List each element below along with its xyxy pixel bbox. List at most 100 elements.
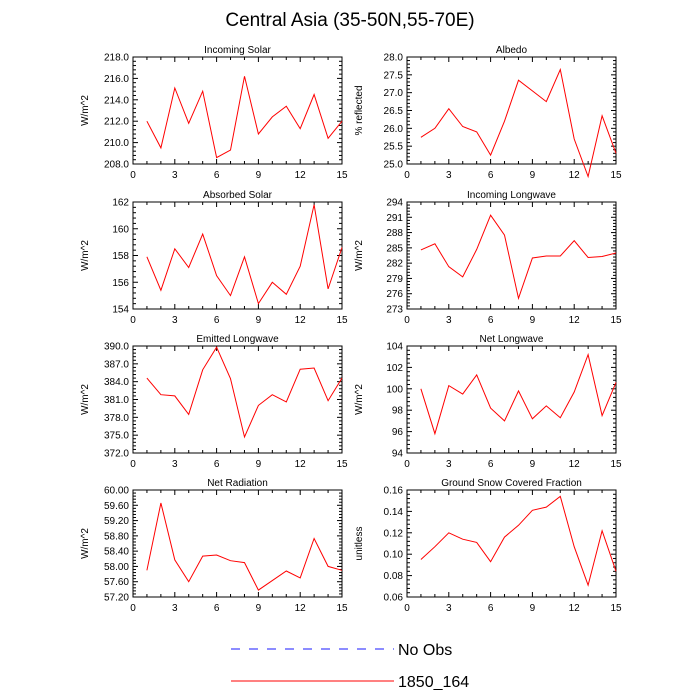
legend-label-2: 1850_164 <box>398 674 469 691</box>
x-tick-label: 0 <box>130 459 136 470</box>
panel-4: Incoming Longwave W/m^2 0 3 6 9 12 15 273 276 279 2… <box>354 190 622 326</box>
x-tick-label: 3 <box>446 315 452 326</box>
legend-label-1: No Obs <box>398 642 452 659</box>
plot-frame <box>406 345 617 454</box>
panel-5: Emitted Longwave W/m^2 0 3 6 9 12 15 372.0 375.0 3… <box>80 334 348 470</box>
y-tick-label: 279 <box>386 274 403 285</box>
y-tick-label: 0.10 <box>384 550 404 561</box>
y-tick-label: 372.0 <box>104 449 129 460</box>
y-tick-label: 276 <box>386 289 403 300</box>
y-tick-label: 27.5 <box>384 70 404 81</box>
y-tick-label: 25.5 <box>384 142 404 153</box>
x-tick-label: 9 <box>530 603 536 614</box>
y-tick-label: 58.00 <box>104 562 129 573</box>
y-tick-label: 154 <box>112 305 129 316</box>
x-tick-label: 6 <box>214 459 220 470</box>
y-tick-label: 59.20 <box>104 516 129 527</box>
x-tick-label: 9 <box>256 315 262 326</box>
y-axis-label: W/m^2 <box>354 240 365 271</box>
y-tick-label: 282 <box>386 259 403 270</box>
panel-2: Albedo % reflected 0 3 6 9 12 15 25.0 25.5 26.0 26.… <box>354 45 622 181</box>
series-line-1850_164 <box>146 346 343 439</box>
x-tick-label: 12 <box>569 170 581 181</box>
y-tick-label: 94 <box>392 449 404 460</box>
y-tick-label: 96 <box>392 427 404 438</box>
x-tick-label: 6 <box>488 315 494 326</box>
x-tick-label: 6 <box>214 315 220 326</box>
y-tick-label: 104 <box>386 342 403 353</box>
y-tick-label: 26.0 <box>384 124 404 135</box>
y-tick-label: 378.0 <box>104 413 129 424</box>
y-tick-label: 0.14 <box>384 507 404 518</box>
y-tick-label: 218.0 <box>104 53 129 64</box>
x-tick-label: 15 <box>336 459 348 470</box>
series-line-1850_164 <box>146 204 343 305</box>
x-tick-label: 9 <box>530 170 536 181</box>
x-tick-label: 0 <box>404 603 410 614</box>
x-tick-label: 6 <box>214 603 220 614</box>
y-tick-label: 285 <box>386 243 403 254</box>
y-axis-label: W/m^2 <box>354 384 365 415</box>
x-tick-label: 0 <box>130 315 136 326</box>
y-tick-label: 208.0 <box>104 160 129 171</box>
plot-frame <box>406 56 617 165</box>
y-tick-label: 0.08 <box>384 571 404 582</box>
panel-7: Net Radiation W/m^2 0 3 6 9 12 15 57.20 57.60 58.0… <box>80 478 348 614</box>
y-tick-label: 59.60 <box>104 501 129 512</box>
x-tick-label: 0 <box>404 315 410 326</box>
y-tick-label: 26.5 <box>384 106 404 117</box>
y-tick-label: 212.0 <box>104 117 129 128</box>
x-tick-label: 15 <box>610 170 622 181</box>
series-line-1850_164 <box>420 214 617 301</box>
y-tick-label: 58.80 <box>104 531 129 542</box>
x-tick-label: 12 <box>295 315 307 326</box>
x-tick-label: 9 <box>530 315 536 326</box>
y-tick-label: 390.0 <box>104 342 129 353</box>
x-tick-label: 15 <box>610 315 622 326</box>
y-tick-label: 57.20 <box>104 593 129 604</box>
x-tick-label: 6 <box>488 603 494 614</box>
y-tick-label: 98 <box>392 406 404 417</box>
y-tick-label: 291 <box>386 213 403 224</box>
y-tick-label: 216.0 <box>104 74 129 85</box>
panel-title: Incoming Longwave <box>467 190 556 201</box>
y-axis-label: unitless <box>354 527 365 561</box>
y-tick-label: 28.0 <box>384 53 404 64</box>
y-tick-label: 158 <box>112 251 129 262</box>
x-tick-label: 9 <box>530 459 536 470</box>
panel-title: Ground Snow Covered Fraction <box>441 478 582 489</box>
y-tick-label: 294 <box>386 198 403 209</box>
series-line-1850_164 <box>420 495 617 587</box>
plot-frame <box>132 56 343 165</box>
x-tick-label: 15 <box>336 315 348 326</box>
x-tick-label: 12 <box>295 459 307 470</box>
x-tick-label: 15 <box>610 603 622 614</box>
y-tick-label: 0.06 <box>384 593 404 604</box>
x-tick-label: 0 <box>130 603 136 614</box>
x-tick-label: 15 <box>610 459 622 470</box>
x-tick-label: 3 <box>446 459 452 470</box>
panel-title: Net Longwave <box>480 334 544 345</box>
y-axis-label: W/m^2 <box>80 95 91 126</box>
page-title: Central Asia (35-50N,55-70E) <box>225 10 475 31</box>
y-tick-label: 375.0 <box>104 431 129 442</box>
x-tick-label: 0 <box>404 459 410 470</box>
panel-3: Absorbed Solar W/m^2 0 3 6 9 12 15 154 156 158 160 1… <box>80 190 348 326</box>
y-tick-label: 0.16 <box>384 486 404 497</box>
x-tick-label: 6 <box>214 170 220 181</box>
x-tick-label: 3 <box>172 170 178 181</box>
panel-title: Albedo <box>496 45 528 56</box>
x-tick-label: 12 <box>295 603 307 614</box>
x-tick-label: 15 <box>336 170 348 181</box>
y-tick-label: 214.0 <box>104 95 129 106</box>
x-tick-label: 12 <box>569 603 581 614</box>
y-tick-label: 160 <box>112 224 129 235</box>
y-tick-label: 25.0 <box>384 160 404 171</box>
x-tick-label: 12 <box>569 315 581 326</box>
x-tick-label: 15 <box>336 603 348 614</box>
x-tick-label: 3 <box>172 459 178 470</box>
x-tick-label: 12 <box>295 170 307 181</box>
panel-title: Emitted Longwave <box>196 334 279 345</box>
x-tick-label: 6 <box>488 170 494 181</box>
y-tick-label: 210.0 <box>104 138 129 149</box>
